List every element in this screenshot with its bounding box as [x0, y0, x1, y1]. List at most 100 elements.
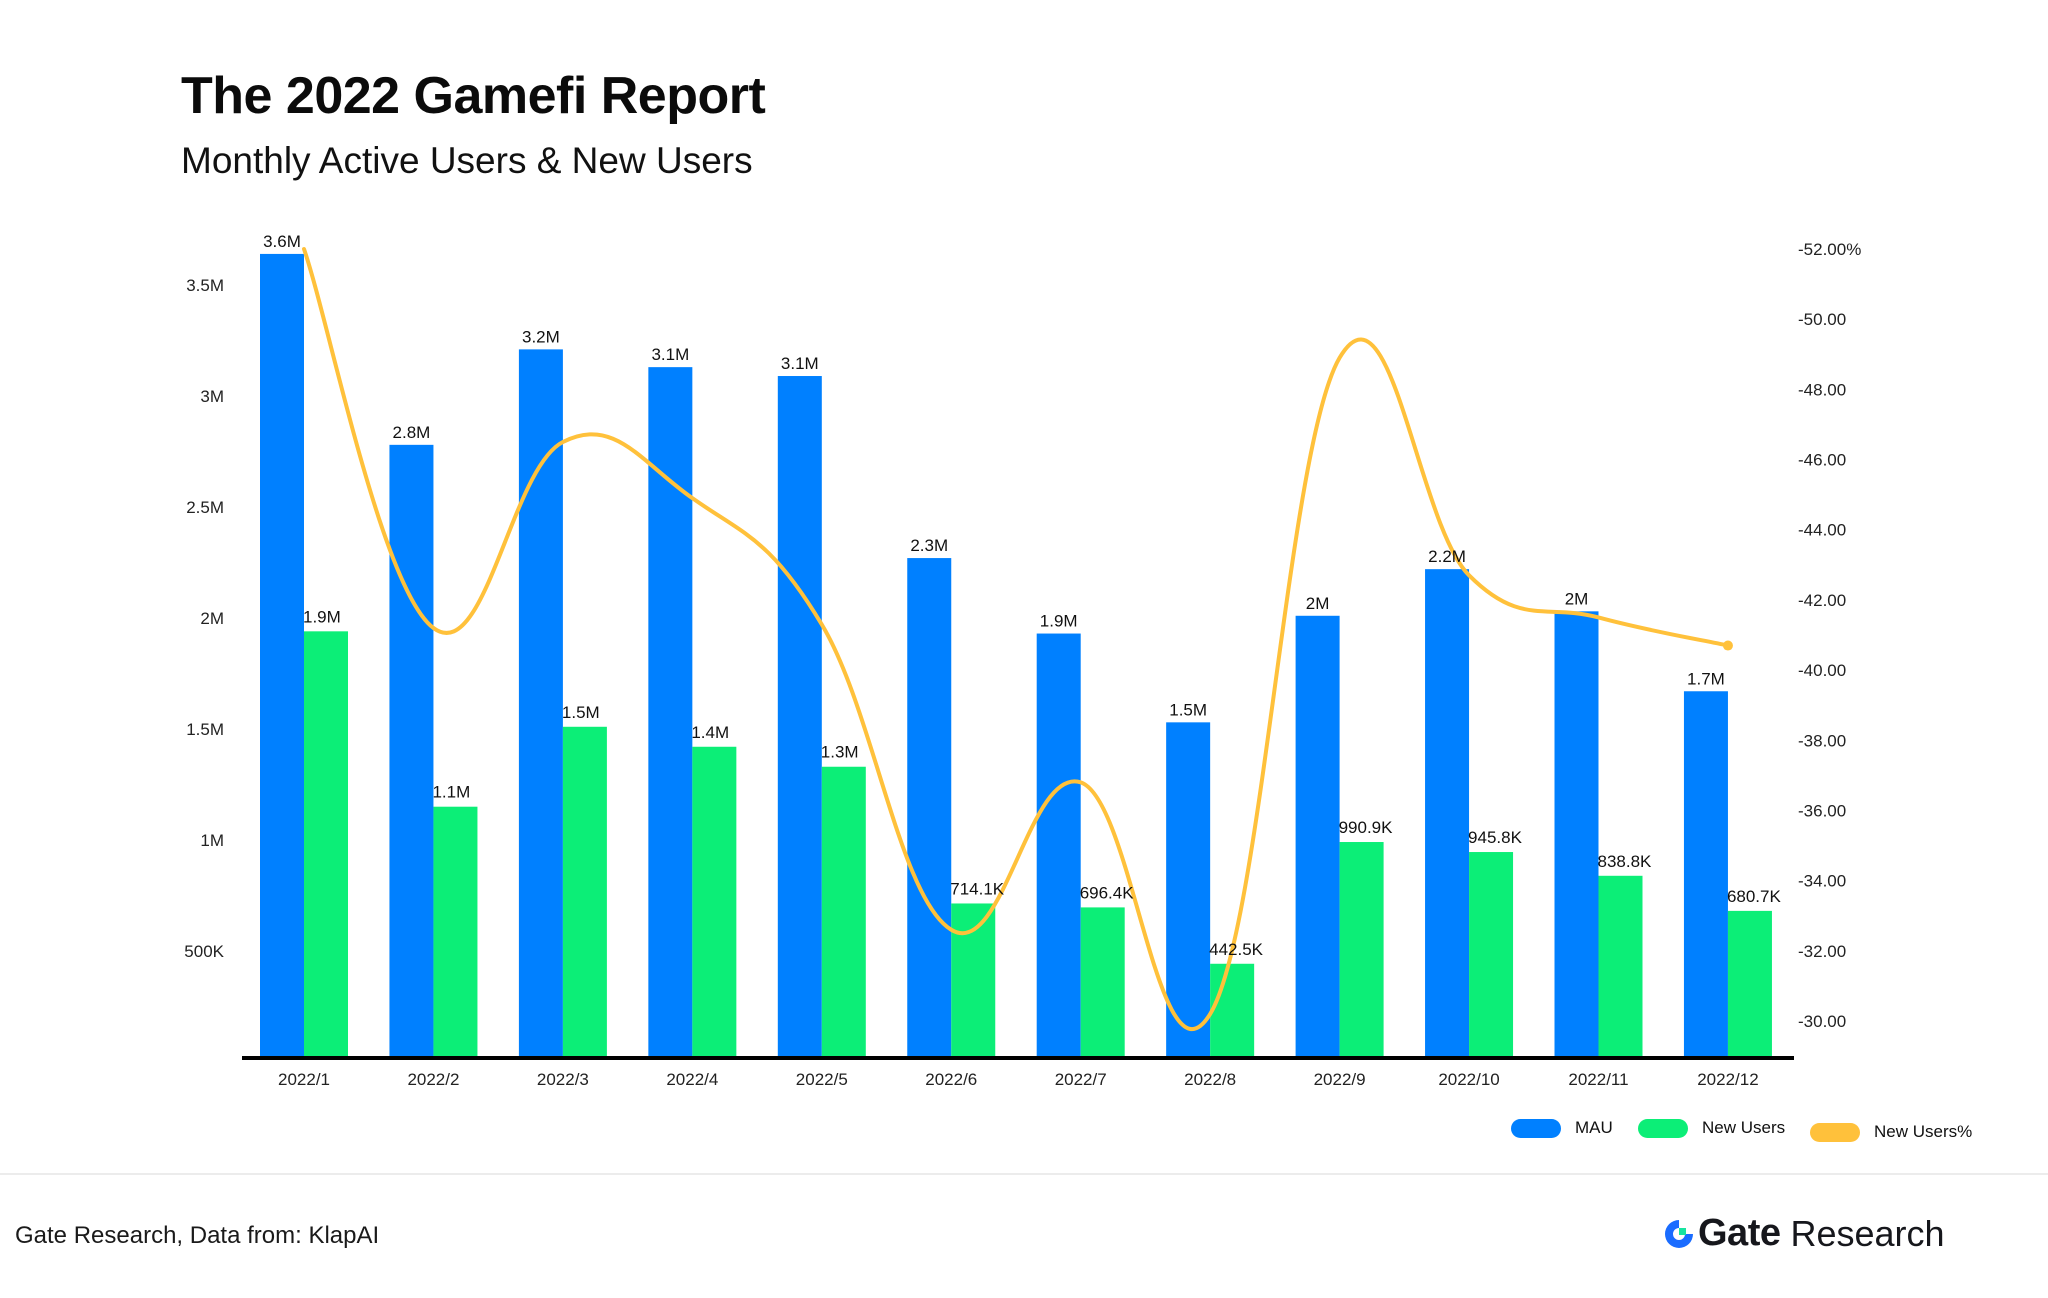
right-tick--46: -46.00 — [1798, 451, 1846, 470]
right-tick--38: -38.00 — [1798, 731, 1846, 750]
x-tick-2022/1: 2022/1 — [278, 1070, 330, 1089]
x-tick-2022/2: 2022/2 — [407, 1070, 459, 1089]
label-mau-2022/4: 3.1M — [651, 345, 689, 364]
point-new-users-pct-2022/12 — [1722, 640, 1733, 651]
left-tick-500K: 500K — [184, 942, 224, 961]
label-new-users-2022/10: 945.8K — [1468, 828, 1523, 847]
bar-mau-2022/1 — [260, 253, 304, 1059]
x-tick-2022/12: 2022/12 — [1697, 1070, 1758, 1089]
bar-mau-2022/11 — [1554, 611, 1599, 1058]
label-mau-2022/12: 1.7M — [1687, 669, 1725, 688]
brand-logo: Gate Research — [1662, 1212, 1945, 1255]
x-tick-2022/7: 2022/7 — [1055, 1070, 1107, 1089]
x-axis: 2022/1 2022/2 2022/3 2022/4 2022/5 2022/6 2022… — [242, 1056, 1794, 1089]
brand-primary: Gate — [1698, 1212, 1781, 1254]
legend-label-new-users-pct: New Users% — [1874, 1122, 1973, 1141]
right-tick--42: -42.00 — [1798, 591, 1846, 610]
right-tick--52: -52.00% — [1798, 240, 1861, 259]
label-mau-2022/2: 2.8M — [393, 423, 431, 442]
left-tick-2M: 2M — [200, 609, 224, 628]
bar-new-users-2022/1 — [304, 631, 348, 1058]
label-new-users-2022/7: 696.4K — [1080, 883, 1135, 902]
legend-swatch-mau — [1511, 1118, 1561, 1138]
label-mau-2022/10: 2.2M — [1428, 547, 1466, 566]
x-tick-2022/4: 2022/4 — [666, 1070, 718, 1089]
gate-logo-icon — [1665, 1219, 1693, 1248]
bar-mau-2022/3 — [518, 349, 563, 1058]
label-new-users-2022/5: 1.3M — [821, 743, 859, 762]
right-tick--32: -32.00 — [1798, 942, 1846, 961]
bar-new-users-2022/7 — [1080, 907, 1125, 1058]
bar-mau-2022/10 — [1425, 569, 1470, 1058]
label-new-users-2022/1: 1.9M — [303, 607, 341, 626]
data-labels-layer: 3.6M 1.9M 2.8M 1.1M 3.2M 1.5M 3.1M 1.4M 3.1M 1.3M… — [263, 232, 1781, 959]
bar-mau-2022/9 — [1295, 615, 1340, 1058]
label-mau-2022/9: 2M — [1306, 594, 1330, 613]
combo-chart: 3.6M 1.9M 2.8M 1.1M 3.2M 1.5M 3.1M 1.4M 3.1M 1.3M… — [184, 232, 1861, 1089]
source-note: Gate Research, Data from: KlapAI — [15, 1222, 380, 1249]
left-axis: 500K 1M 1.5M 2M 2.5M 3M 3.5M — [184, 276, 224, 961]
label-mau-2022/6: 2.3M — [910, 536, 948, 555]
bar-new-users-2022/6 — [951, 903, 996, 1058]
label-mau-2022/7: 1.9M — [1040, 612, 1078, 631]
bar-mau-2022/2 — [389, 444, 434, 1059]
left-tick-1M: 1M — [200, 831, 224, 850]
x-tick-2022/6: 2022/6 — [925, 1070, 977, 1089]
label-new-users-2022/8: 442.5K — [1209, 940, 1264, 959]
label-mau-2022/11: 2M — [1565, 589, 1589, 608]
bar-new-users-2022/11 — [1598, 875, 1643, 1058]
label-new-users-2022/12: 680.7K — [1727, 887, 1782, 906]
right-tick--34: -34.00 — [1798, 872, 1846, 891]
bar-mau-2022/6 — [907, 558, 952, 1058]
bars-layer — [260, 253, 1772, 1059]
right-tick--48: -48.00 — [1798, 380, 1846, 399]
right-axis: -52.00% -50.00 -48.00 -46.00 -44.00 -42.00 -40… — [1798, 240, 1861, 1031]
legend-item-new-users-pct: New Users% — [1810, 1122, 1972, 1142]
legend-label-new-users: New Users — [1702, 1118, 1786, 1137]
bar-new-users-2022/3 — [562, 726, 607, 1058]
chart-title: The 2022 Gamefi Report — [181, 67, 766, 125]
label-new-users-2022/9: 990.9K — [1339, 818, 1394, 837]
right-tick--40: -40.00 — [1798, 661, 1846, 680]
right-tick--36: -36.00 — [1798, 801, 1846, 820]
left-tick-2.5M: 2.5M — [186, 498, 224, 517]
label-mau-2022/8: 1.5M — [1169, 700, 1207, 719]
footer-divider — [0, 1173, 2048, 1175]
bar-mau-2022/8 — [1166, 722, 1211, 1058]
right-tick--50: -50.00 — [1798, 310, 1846, 329]
bar-new-users-2022/4 — [692, 746, 737, 1058]
legend-item-new-users: New Users — [1638, 1118, 1785, 1138]
x-tick-2022/8: 2022/8 — [1184, 1070, 1236, 1089]
label-new-users-2022/3: 1.5M — [562, 703, 600, 722]
chart-subtitle: Monthly Active Users & New Users — [181, 140, 753, 181]
label-mau-2022/3: 3.2M — [522, 327, 560, 346]
line-new-users-pct — [302, 247, 1730, 1031]
label-new-users-2022/4: 1.4M — [691, 723, 729, 742]
right-tick--44: -44.00 — [1798, 521, 1846, 540]
bar-new-users-2022/5 — [821, 766, 866, 1058]
label-mau-2022/5: 3.1M — [781, 354, 819, 373]
bar-new-users-2022/8 — [1210, 963, 1255, 1058]
bar-mau-2022/7 — [1036, 633, 1081, 1058]
bar-new-users-2022/2 — [433, 806, 478, 1058]
label-new-users-2022/2: 1.1M — [432, 783, 470, 802]
bar-new-users-2022/9 — [1339, 842, 1384, 1058]
legend-swatch-new-users — [1638, 1118, 1688, 1138]
right-tick--30: -30.00 — [1798, 1012, 1846, 1031]
left-tick-1.5M: 1.5M — [186, 720, 224, 739]
bar-mau-2022/12 — [1683, 691, 1728, 1058]
x-tick-2022/3: 2022/3 — [537, 1070, 589, 1089]
x-tick-2022/5: 2022/5 — [796, 1070, 848, 1089]
bar-mau-2022/5 — [777, 376, 822, 1058]
x-tick-2022/9: 2022/9 — [1314, 1070, 1366, 1089]
left-tick-3.5M: 3.5M — [186, 276, 224, 295]
label-new-users-2022/11: 838.8K — [1598, 852, 1653, 871]
legend-item-mau: MAU — [1511, 1118, 1613, 1138]
bar-new-users-2022/12 — [1727, 910, 1772, 1058]
brand-secondary: Research — [1790, 1212, 1945, 1254]
legend-swatch-new-users-pct — [1810, 1122, 1860, 1142]
x-tick-2022/11: 2022/11 — [1568, 1070, 1628, 1089]
bar-mau-2022/4 — [648, 367, 693, 1058]
bar-new-users-2022/10 — [1469, 852, 1514, 1058]
left-tick-3M: 3M — [200, 387, 224, 406]
